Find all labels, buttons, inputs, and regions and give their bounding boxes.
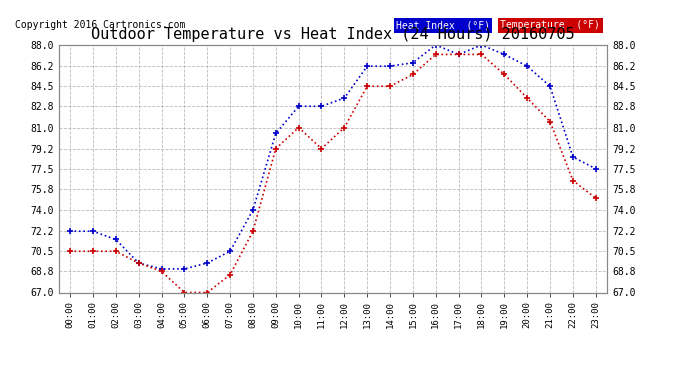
Text: Heat Index  (°F): Heat Index (°F) xyxy=(396,20,490,30)
Title: Outdoor Temperature vs Heat Index (24 Hours) 20160705: Outdoor Temperature vs Heat Index (24 Ho… xyxy=(91,27,575,42)
Text: Copyright 2016 Cartronics.com: Copyright 2016 Cartronics.com xyxy=(14,20,185,30)
Text: Temperature  (°F): Temperature (°F) xyxy=(500,20,600,30)
